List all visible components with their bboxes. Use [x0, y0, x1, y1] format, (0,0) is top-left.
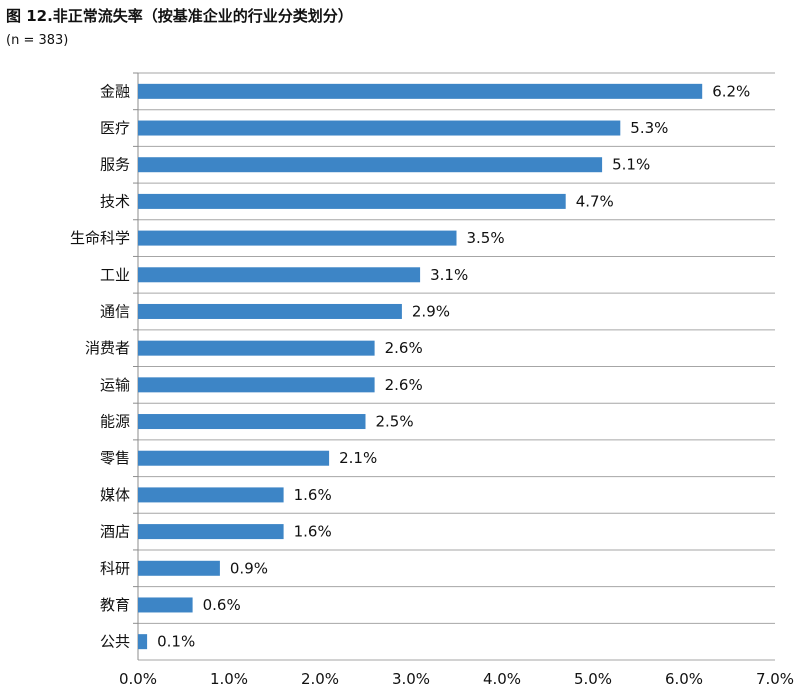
x-tick-label: 3.0% [392, 670, 430, 688]
chart-title: 图 12.非正常流失率（按基准企业的行业分类划分） [6, 7, 353, 25]
category-label: 技术 [100, 192, 130, 210]
category-label: 酒店 [100, 523, 130, 541]
value-label: 0.9% [230, 559, 268, 577]
bar [138, 450, 330, 466]
chart-subtitle: (n = 383) [6, 33, 69, 48]
value-label: 2.6% [385, 339, 423, 357]
bar [138, 230, 457, 246]
x-tick-label: 1.0% [210, 670, 248, 688]
bar [138, 524, 284, 540]
category-label: 工业 [100, 266, 130, 284]
category-label: 消费者 [85, 339, 130, 357]
category-label: 能源 [100, 413, 130, 431]
x-tick-label: 0.0% [119, 670, 157, 688]
category-label: 媒体 [100, 486, 130, 504]
x-tick-label: 2.0% [301, 670, 339, 688]
bar [138, 377, 375, 393]
category-label: 金融 [100, 82, 130, 100]
value-label: 5.1% [612, 156, 650, 174]
bar [138, 597, 193, 613]
value-label: 3.5% [467, 229, 505, 247]
value-label: 1.6% [294, 523, 332, 541]
x-tick-label: 7.0% [756, 670, 794, 688]
bar [138, 414, 366, 430]
value-label: 0.1% [157, 633, 195, 651]
category-label: 科研 [100, 559, 130, 577]
value-label: 6.2% [712, 82, 750, 100]
category-label: 零售 [100, 449, 130, 467]
bar [138, 193, 566, 209]
bar [138, 157, 603, 173]
category-label: 公共 [100, 633, 130, 651]
bar [138, 487, 284, 503]
value-label: 2.1% [339, 449, 377, 467]
value-label: 1.6% [294, 486, 332, 504]
category-label: 运输 [100, 376, 130, 394]
bar [138, 340, 375, 356]
x-tick-label: 6.0% [665, 670, 703, 688]
value-label: 4.7% [576, 192, 614, 210]
bar [138, 267, 421, 283]
category-label: 服务 [100, 156, 130, 174]
x-tick-label: 5.0% [574, 670, 612, 688]
value-label: 0.6% [203, 596, 241, 614]
bar [138, 83, 703, 99]
category-label: 通信 [100, 302, 130, 320]
bar [138, 120, 621, 136]
category-label: 医疗 [100, 119, 130, 137]
value-label: 3.1% [430, 266, 468, 284]
value-label: 2.9% [412, 302, 450, 320]
category-label: 教育 [100, 596, 130, 614]
category-label: 生命科学 [70, 229, 130, 247]
value-label: 2.5% [376, 413, 414, 431]
x-tick-label: 4.0% [483, 670, 521, 688]
bar [138, 560, 220, 576]
value-label: 5.3% [630, 119, 668, 137]
bar [138, 634, 148, 650]
bar [138, 303, 402, 319]
value-label: 2.6% [385, 376, 423, 394]
